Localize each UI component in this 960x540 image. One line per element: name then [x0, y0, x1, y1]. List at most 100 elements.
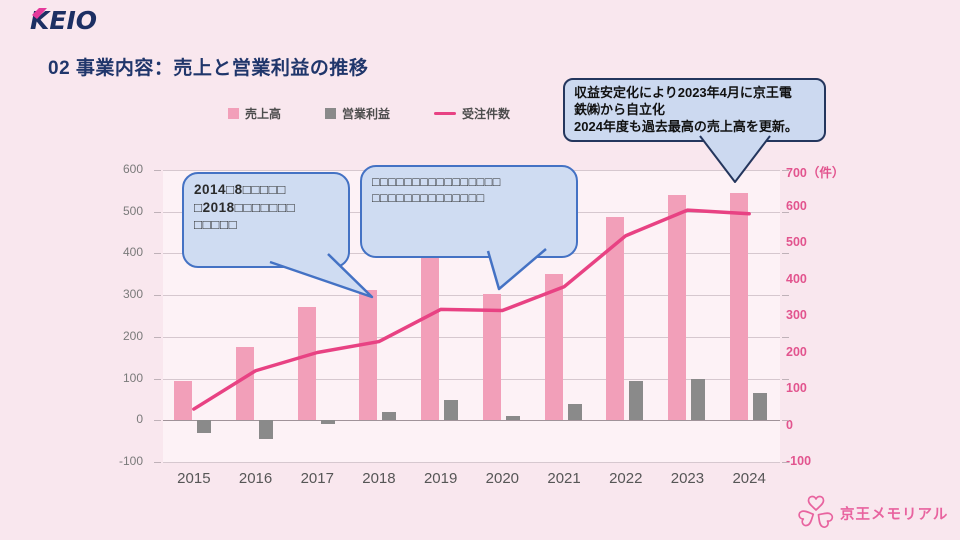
gridline	[163, 462, 780, 463]
profit-swatch-icon	[325, 108, 337, 119]
bar-営業利益-2022	[629, 380, 644, 421]
legend-item-orders: 受注件数	[434, 105, 510, 122]
slide-number: 02	[48, 58, 71, 79]
y-axis-right-label: 700（件）	[786, 166, 845, 180]
y-axis-left-label: 400	[122, 245, 143, 260]
callout-line: 収益安定化により2023年4月に京王電	[574, 85, 792, 100]
x-axis-label-2018: 2018	[362, 470, 396, 487]
axis-tick	[154, 170, 161, 171]
bar-売上高-2023	[667, 195, 686, 421]
bar-売上高-2021	[544, 274, 563, 421]
callout-middle-body: □□□□□□□□□□□□□□□□ □□□□□□□□□□□□□□	[360, 165, 578, 258]
bar-売上高-2015	[174, 380, 193, 421]
axis-tick	[154, 462, 161, 463]
x-axis-label-2024: 2024	[732, 470, 766, 487]
bar-売上高-2020	[482, 294, 501, 421]
y-axis-right-label: 100	[786, 381, 807, 395]
axis-tick	[782, 420, 789, 422]
legend-item-profit: 営業利益	[325, 105, 390, 122]
bar-売上高-2024	[729, 192, 748, 421]
gridline	[163, 295, 780, 297]
title-text: 事業内容：売上と営業利益の推移	[75, 58, 369, 79]
y-axis-right-label: 0	[786, 417, 793, 432]
y-axis-left: 600 500 400 300 200 100 0 -100	[96, 162, 155, 468]
callout-line: □□□□□□□□□□□□□□	[372, 191, 485, 206]
x-axis-label-2023: 2023	[670, 470, 705, 487]
callout-right: 収益安定化により2023年4月に京王電 鉄㈱から自立化 2024年度も過去最高の…	[563, 78, 838, 193]
x-axis-label-2022: 2022	[609, 470, 643, 487]
y-axis-left-label: 600	[122, 162, 143, 176]
bar-営業利益-2020	[505, 416, 520, 421]
x-axis-label-2016: 2016	[238, 470, 273, 487]
legend-item-sales: 売上高	[228, 105, 281, 122]
memorial-logo-text: 京王メモリアル	[840, 506, 949, 523]
axis-tick	[782, 295, 789, 297]
axis-tick	[782, 170, 789, 171]
keio-memorial-logo: 京王メモリアル	[798, 494, 948, 532]
legend-label-profit: 営業利益	[342, 107, 391, 121]
bar-売上高-2018	[359, 290, 378, 421]
x-axis-label-2015: 2015	[177, 470, 211, 487]
axis-tick	[782, 378, 789, 380]
orders-line	[192, 208, 751, 411]
callout-line: 2014□8□□□□□	[194, 182, 286, 197]
y-axis-left-label: 500	[122, 203, 143, 218]
axis-tick	[782, 336, 789, 338]
bar-営業利益-2021	[567, 403, 582, 421]
axis-tick	[782, 253, 789, 255]
legend-label-sales: 売上高	[245, 107, 282, 121]
x-axis-label-2017: 2017	[300, 470, 334, 487]
callout-left-body: 2014□8□□□□□ □2018□□□□□□□ □□□□□	[182, 172, 350, 268]
callout-line: □□□□□	[194, 217, 238, 233]
bar-営業利益-2018	[382, 411, 397, 421]
axis-tick	[154, 295, 161, 297]
gridline	[163, 378, 780, 380]
bar-営業利益-2016	[259, 420, 274, 440]
axis-tick	[154, 253, 161, 255]
bar-営業利益-2019	[444, 400, 459, 421]
keio-logo-pink-stroke	[32, 8, 47, 19]
callout-line: □2018□□□□□□□	[194, 199, 296, 215]
x-axis-label-2021: 2021	[547, 470, 581, 487]
callout-line: 鉄㈱から自立化	[574, 101, 666, 117]
y-axis-left-label: -100	[118, 454, 143, 468]
axis-tick	[154, 211, 161, 213]
callout-middle: □□□□□□□□□□□□□□□□ □□□□□□□□□□□□□□	[360, 165, 590, 300]
y-axis-left-label: 300	[122, 287, 143, 302]
orders-line-swatch-icon	[434, 111, 457, 116]
y-axis-left-label: 100	[122, 370, 143, 385]
bar-営業利益-2015	[197, 420, 212, 433]
y-axis-right-label: 300	[786, 308, 807, 322]
bar-営業利益-2023	[690, 379, 705, 421]
callout-line: □□□□□□□□□□□□□□□□	[372, 175, 501, 189]
keio-logo-icon: KEIO	[30, 6, 97, 35]
y-axis-right: 700（件） 600 500 400 300 200 100 0 -100	[786, 166, 866, 468]
y-axis-left-label: 0	[136, 412, 143, 427]
bar-売上高-2017	[297, 306, 316, 421]
axis-tick	[782, 211, 789, 213]
y-axis-right-label: 600	[786, 198, 807, 213]
axis-tick	[154, 378, 161, 380]
y-axis-right-label: 500	[786, 235, 807, 249]
chart-legend: 売上高 営業利益 受注件数	[228, 105, 510, 122]
y-axis-right-label: -100	[786, 454, 812, 468]
x-axis-label-2019: 2019	[423, 470, 458, 487]
bar-営業利益-2024	[752, 393, 767, 421]
zero-line	[163, 420, 780, 422]
y-axis-right-label: 400	[786, 271, 807, 286]
bar-売上高-2016	[236, 347, 255, 421]
x-axis-label-2020: 2020	[485, 470, 520, 487]
flower-hearts-icon	[798, 495, 834, 528]
y-axis-right-label: 200	[786, 344, 807, 359]
axis-tick	[154, 420, 161, 422]
keio-logo: KEIO	[30, 5, 130, 40]
callout-right-body: 収益安定化により2023年4月に京王電 鉄㈱から自立化 2024年度も過去最高の…	[563, 78, 826, 142]
page-title: 02 事業内容：売上と営業利益の推移	[48, 53, 368, 80]
callout-line: 2024年度も過去最高の売上高を更新。	[574, 118, 798, 134]
bar-売上高-2019	[421, 257, 440, 421]
sales-swatch-icon	[228, 108, 239, 119]
bar-売上高-2022	[606, 217, 625, 421]
gridline	[163, 336, 780, 338]
axis-tick	[154, 336, 161, 338]
